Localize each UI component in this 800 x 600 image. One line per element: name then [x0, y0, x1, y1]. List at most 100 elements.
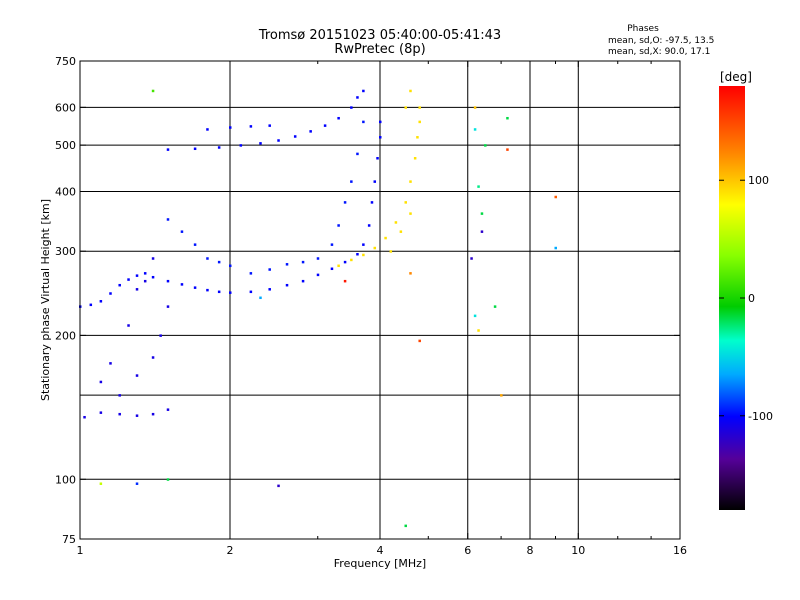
data-point: [416, 136, 419, 139]
x-tick-label: 2: [227, 544, 234, 557]
data-point: [394, 221, 398, 224]
x-tick-label: 6: [464, 544, 471, 557]
data-point: [166, 218, 170, 221]
data-point: [409, 212, 412, 215]
data-point: [118, 412, 121, 416]
data-point: [418, 120, 421, 124]
data-point: [370, 201, 374, 204]
x-tick-labels: 1 2 4 6 8 10 16: [77, 544, 688, 557]
data-point: [404, 201, 407, 204]
x-tick-label: 4: [377, 544, 384, 557]
data-point: [229, 264, 232, 268]
data-point: [166, 305, 170, 308]
y-tick-labels: 75 100 200 300 400 500 600 750: [55, 55, 76, 546]
data-point: [217, 290, 221, 294]
data-point: [249, 272, 253, 275]
data-point: [323, 124, 327, 127]
data-point: [118, 394, 121, 397]
data-point: [229, 126, 232, 129]
data-point: [217, 260, 221, 264]
data-point: [277, 139, 280, 142]
data-point: [350, 180, 353, 183]
data-point: [409, 89, 412, 93]
data-point: [409, 272, 412, 275]
data-point: [301, 260, 305, 264]
data-point: [127, 324, 130, 327]
x-tick-label: 1: [77, 544, 84, 557]
data-point: [249, 290, 253, 294]
data-point: [356, 253, 359, 256]
y-tick-label: 75: [62, 533, 76, 546]
data-point: [477, 185, 480, 188]
y-tick-label: 750: [55, 55, 76, 68]
data-point: [127, 278, 130, 281]
data-point: [143, 272, 147, 275]
data-point: [480, 212, 484, 215]
data-point: [135, 374, 139, 377]
phase-heading: Phases: [627, 24, 659, 34]
data-point: [166, 478, 170, 481]
data-point: [180, 230, 184, 233]
data-point: [193, 243, 197, 246]
data-point: [99, 380, 103, 384]
data-point: [337, 224, 340, 227]
data-point: [404, 524, 407, 528]
data-point: [206, 257, 209, 260]
data-point: [506, 148, 509, 151]
data-point: [268, 268, 271, 271]
colorbar-tick-label: 0: [748, 292, 755, 305]
chart-subtitle: RwPretec (8p): [334, 42, 425, 57]
data-point: [506, 116, 509, 120]
data-point: [413, 157, 417, 160]
data-point: [389, 250, 393, 253]
colorbar-tick-label: 100: [748, 174, 769, 187]
data-point: [418, 339, 421, 343]
data-point: [379, 120, 382, 124]
data-point: [356, 96, 359, 99]
data-point: [135, 274, 139, 277]
data-point: [109, 292, 112, 295]
data-point: [379, 136, 382, 139]
data-point: [500, 394, 503, 397]
data-point: [268, 288, 271, 291]
data-point: [193, 147, 197, 151]
data-point: [470, 257, 473, 260]
y-tick-label: 100: [55, 473, 76, 486]
colorbar-tick-label: -100: [748, 410, 773, 423]
data-point: [350, 258, 353, 262]
data-point: [337, 116, 340, 120]
data-point: [109, 362, 112, 365]
chart-title: Tromsø 20151023 05:40:00-05:41:43: [258, 28, 501, 43]
phase-x-stats: mean, sd,X: 90.0, 17.1: [608, 47, 710, 57]
data-point: [143, 279, 147, 283]
data-point: [409, 180, 412, 183]
data-point: [99, 300, 103, 303]
data-point: [384, 236, 387, 240]
data-point: [343, 279, 347, 283]
data-point: [473, 128, 477, 131]
data-point: [151, 275, 155, 279]
data-point: [554, 246, 557, 250]
data-point: [477, 329, 480, 332]
axis-ticks: [79, 60, 681, 540]
data-point: [277, 484, 280, 488]
data-point: [151, 356, 155, 359]
data-point: [376, 157, 379, 160]
data-point: [285, 283, 289, 287]
x-tick-label: 8: [527, 544, 534, 557]
data-point: [239, 144, 243, 147]
data-points: [79, 89, 557, 528]
data-point: [301, 279, 305, 283]
data-point: [493, 305, 497, 308]
data-point: [367, 224, 371, 227]
data-point: [83, 415, 86, 419]
data-point: [268, 124, 271, 127]
data-point: [259, 296, 262, 300]
colorbar-unit-label: [deg]: [720, 70, 752, 84]
x-tick-label: 16: [673, 544, 687, 557]
y-axis-label: Stationary phase Virtual Height [km]: [39, 199, 52, 401]
data-point: [229, 291, 232, 294]
data-point: [350, 106, 353, 109]
data-point: [151, 89, 155, 93]
